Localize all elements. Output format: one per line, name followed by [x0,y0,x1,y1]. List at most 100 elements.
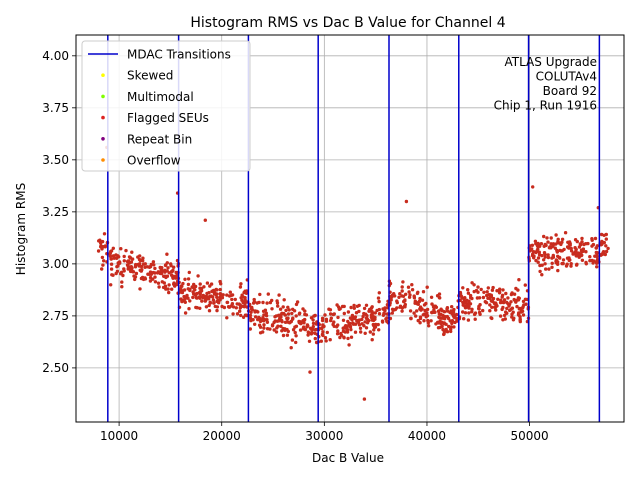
data-point [488,303,492,307]
legend-dot-swatch [101,115,105,120]
data-point [252,297,256,302]
x-tick-label: 50000 [510,429,548,443]
data-point [160,266,164,270]
data-point [573,238,578,242]
data-point [339,331,343,336]
data-point [476,285,480,289]
data-point [249,318,253,323]
data-point [538,263,542,268]
data-point [240,298,244,302]
data-point [563,231,568,235]
data-point [494,301,498,305]
data-point [353,316,357,321]
data-point [307,339,312,343]
data-point [447,324,451,329]
data-point [202,285,206,289]
data-point [558,248,562,253]
data-point [215,288,219,292]
data-point [558,256,562,260]
data-point [491,296,496,301]
data-point [120,285,124,289]
legend-label: Multimodal [127,90,194,104]
data-point [186,277,191,281]
data-point [282,298,286,302]
data-point [308,326,313,330]
x-tick-label: 20000 [203,429,241,443]
data-point [295,300,300,304]
data-point [172,265,176,269]
data-point [270,307,274,311]
data-point [515,304,519,309]
mdac-transition-lines [107,35,601,422]
data-point [134,271,139,276]
data-point [580,240,584,244]
data-point [262,313,266,317]
data-point [349,327,353,332]
data-point [204,294,209,298]
data-point [209,294,213,298]
y-tick-label: 3.25 [42,205,69,219]
data-point [190,285,194,289]
data-point [534,258,538,263]
data-point [187,270,191,275]
data-point [510,291,514,295]
data-point [549,236,553,240]
data-point [289,346,293,350]
data-point [117,255,121,259]
data-point [368,307,372,312]
data-point [491,285,495,290]
data-point [180,290,185,295]
data-point [604,244,608,248]
data-point [467,299,471,303]
data-point [599,243,603,247]
axis-ticks: 10000 20000 30000 40000 50000 2.50 2.75 3.00 3.2… [42,49,548,443]
data-point [248,327,252,331]
annotation-line: Board 92 [543,84,597,98]
data-point [98,238,102,242]
data-point [440,316,444,320]
data-point [521,313,526,317]
data-point [294,334,298,338]
data-point [207,309,212,313]
data-point [385,319,389,324]
data-point [349,335,354,339]
data-point [198,282,202,286]
data-point [286,312,291,316]
data-point [383,309,387,313]
data-point [361,314,365,319]
data-point [536,256,541,260]
data-point [207,291,211,295]
data-point [262,323,266,327]
data-point [604,249,609,254]
data-point [336,315,340,320]
data-point [445,309,450,313]
data-point [556,262,560,266]
data-point [250,305,254,310]
data-point [569,249,574,253]
data-point [363,331,367,335]
data-point [445,306,450,310]
data-point [249,310,253,314]
data-point [258,292,262,297]
data-point [511,310,515,314]
data-point [101,263,105,267]
data-point [466,288,470,292]
data-point [304,313,309,317]
data-point [256,317,260,322]
data-point [294,324,299,328]
data-point [501,318,505,322]
data-point [427,324,431,328]
legend-dot-swatch [101,73,105,77]
data-point [393,307,398,312]
data-point [450,305,454,309]
data-point [590,238,594,242]
chart-title: Histogram RMS vs Dac B Value for Channel… [190,15,505,31]
data-point [157,285,161,289]
data-point [502,298,507,302]
data-point [320,318,325,323]
data-point [588,255,592,259]
data-point [380,319,385,323]
data-point [439,322,443,326]
data-point [538,269,542,274]
data-point [562,247,566,252]
